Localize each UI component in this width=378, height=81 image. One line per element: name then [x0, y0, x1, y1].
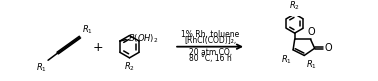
- Text: O: O: [308, 27, 315, 37]
- Text: $R_2$: $R_2$: [289, 0, 300, 12]
- Text: $R_1$: $R_1$: [306, 59, 317, 71]
- Text: $R_1$: $R_1$: [280, 53, 291, 66]
- Text: $B(OH)_2$: $B(OH)_2$: [128, 32, 158, 45]
- Text: 20 atm CO,: 20 atm CO,: [189, 48, 232, 57]
- Text: O: O: [324, 43, 332, 53]
- Text: +: +: [93, 41, 104, 54]
- Text: 1% Rh, toluene: 1% Rh, toluene: [181, 30, 239, 40]
- Text: [RhCl(COD)]₂,: [RhCl(COD)]₂,: [184, 36, 236, 45]
- Text: $R_1$: $R_1$: [82, 24, 93, 36]
- Text: $R_1$: $R_1$: [36, 62, 46, 74]
- Text: 80 °C, 16 h: 80 °C, 16 h: [189, 54, 231, 63]
- Text: $R_2$: $R_2$: [124, 60, 135, 73]
